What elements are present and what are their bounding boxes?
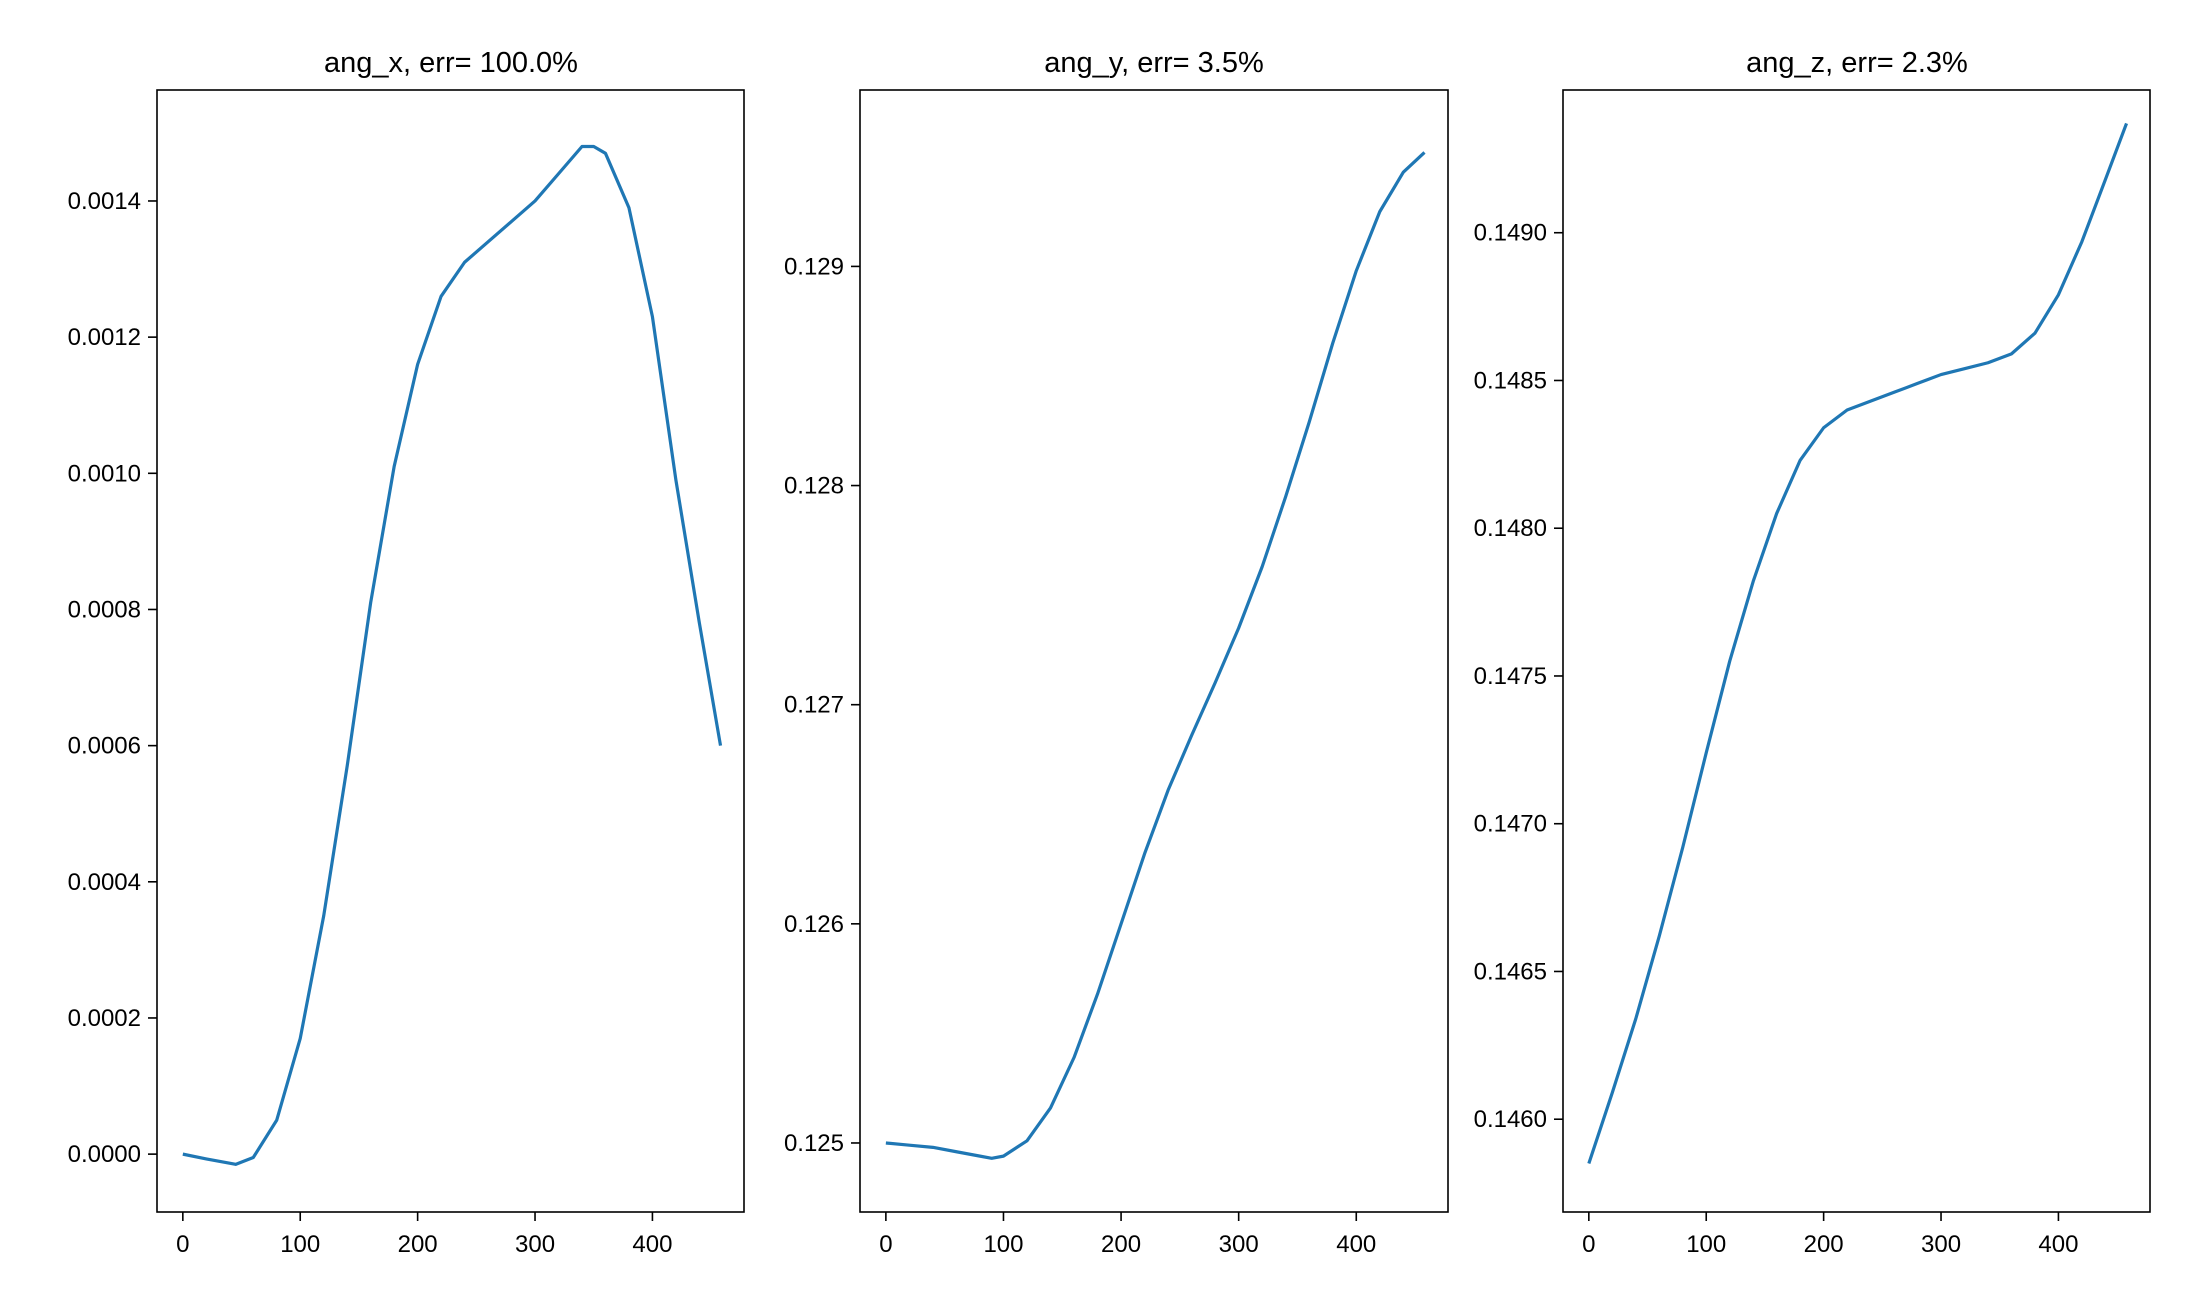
subplot-ang-x: ang_x, err= 100.0% 0 100 200 300 400 0.0000 0.… [68,47,745,1258]
y-tick-label: 0.1485 [1474,367,1547,394]
y-tick-label: 0.0010 [68,460,141,487]
y-tick-label: 0.0012 [68,324,141,351]
y-tick-label: 0.1465 [1474,958,1547,985]
y-tick-label: 0.127 [784,692,844,719]
y-tick-label: 0.126 [784,911,844,938]
x-tick-label: 400 [632,1231,672,1258]
series-line [182,144,723,1166]
x-tick-label: 0 [879,1231,892,1258]
x-tick-label: 0 [1582,1231,1595,1258]
series-line [885,151,1426,1160]
y-tick-label: 0.1480 [1474,515,1547,542]
y-tick-label: 0.1470 [1474,811,1547,838]
x-tick-label: 0 [176,1231,189,1258]
y-tick-label: 0.1490 [1474,220,1547,247]
y-tick-label: 0.1475 [1474,663,1547,690]
x-tick-label: 200 [1804,1231,1844,1258]
y-tick-label: 0.125 [784,1130,844,1157]
series-line [1587,122,2129,1165]
x-tick-label: 200 [398,1231,438,1258]
y-tick-label: 0.0006 [68,733,141,760]
y-tick-label: 0.0002 [68,1005,141,1032]
y-tick-label: 0.129 [784,253,844,280]
subplot-title: ang_x, err= 100.0% [324,47,578,79]
subplot-title: ang_y, err= 3.5% [1044,47,1264,79]
axes-frame [156,89,745,1213]
axes-frame [1562,89,2151,1213]
y-tick-label: 0.128 [784,473,844,500]
y-tick-label: 0.0008 [68,596,141,623]
x-tick-label: 100 [1686,1231,1726,1258]
subplot-title: ang_z, err= 2.3% [1746,47,1968,79]
x-tick-label: 400 [1336,1231,1376,1258]
y-tick-label: 0.1460 [1474,1106,1547,1133]
y-tick-label: 0.0004 [68,869,141,896]
x-tick-label: 100 [280,1231,320,1258]
x-tick-label: 300 [1921,1231,1961,1258]
axes-frame [859,89,1449,1213]
x-tick-label: 300 [515,1231,555,1258]
x-tick-label: 200 [1101,1231,1141,1258]
x-tick-label: 400 [2038,1231,2078,1258]
y-tick-label: 0.0000 [68,1141,141,1168]
x-tick-label: 300 [1219,1231,1259,1258]
subplot-ang-y: ang_y, err= 3.5% 0 100 200 300 400 0.125 0.126… [784,47,1449,1258]
x-tick-label: 100 [983,1231,1023,1258]
y-tick-label: 0.0014 [68,188,141,215]
subplot-ang-z: ang_z, err= 2.3% 0 100 200 300 400 0.1460 0.14… [1474,47,2151,1258]
